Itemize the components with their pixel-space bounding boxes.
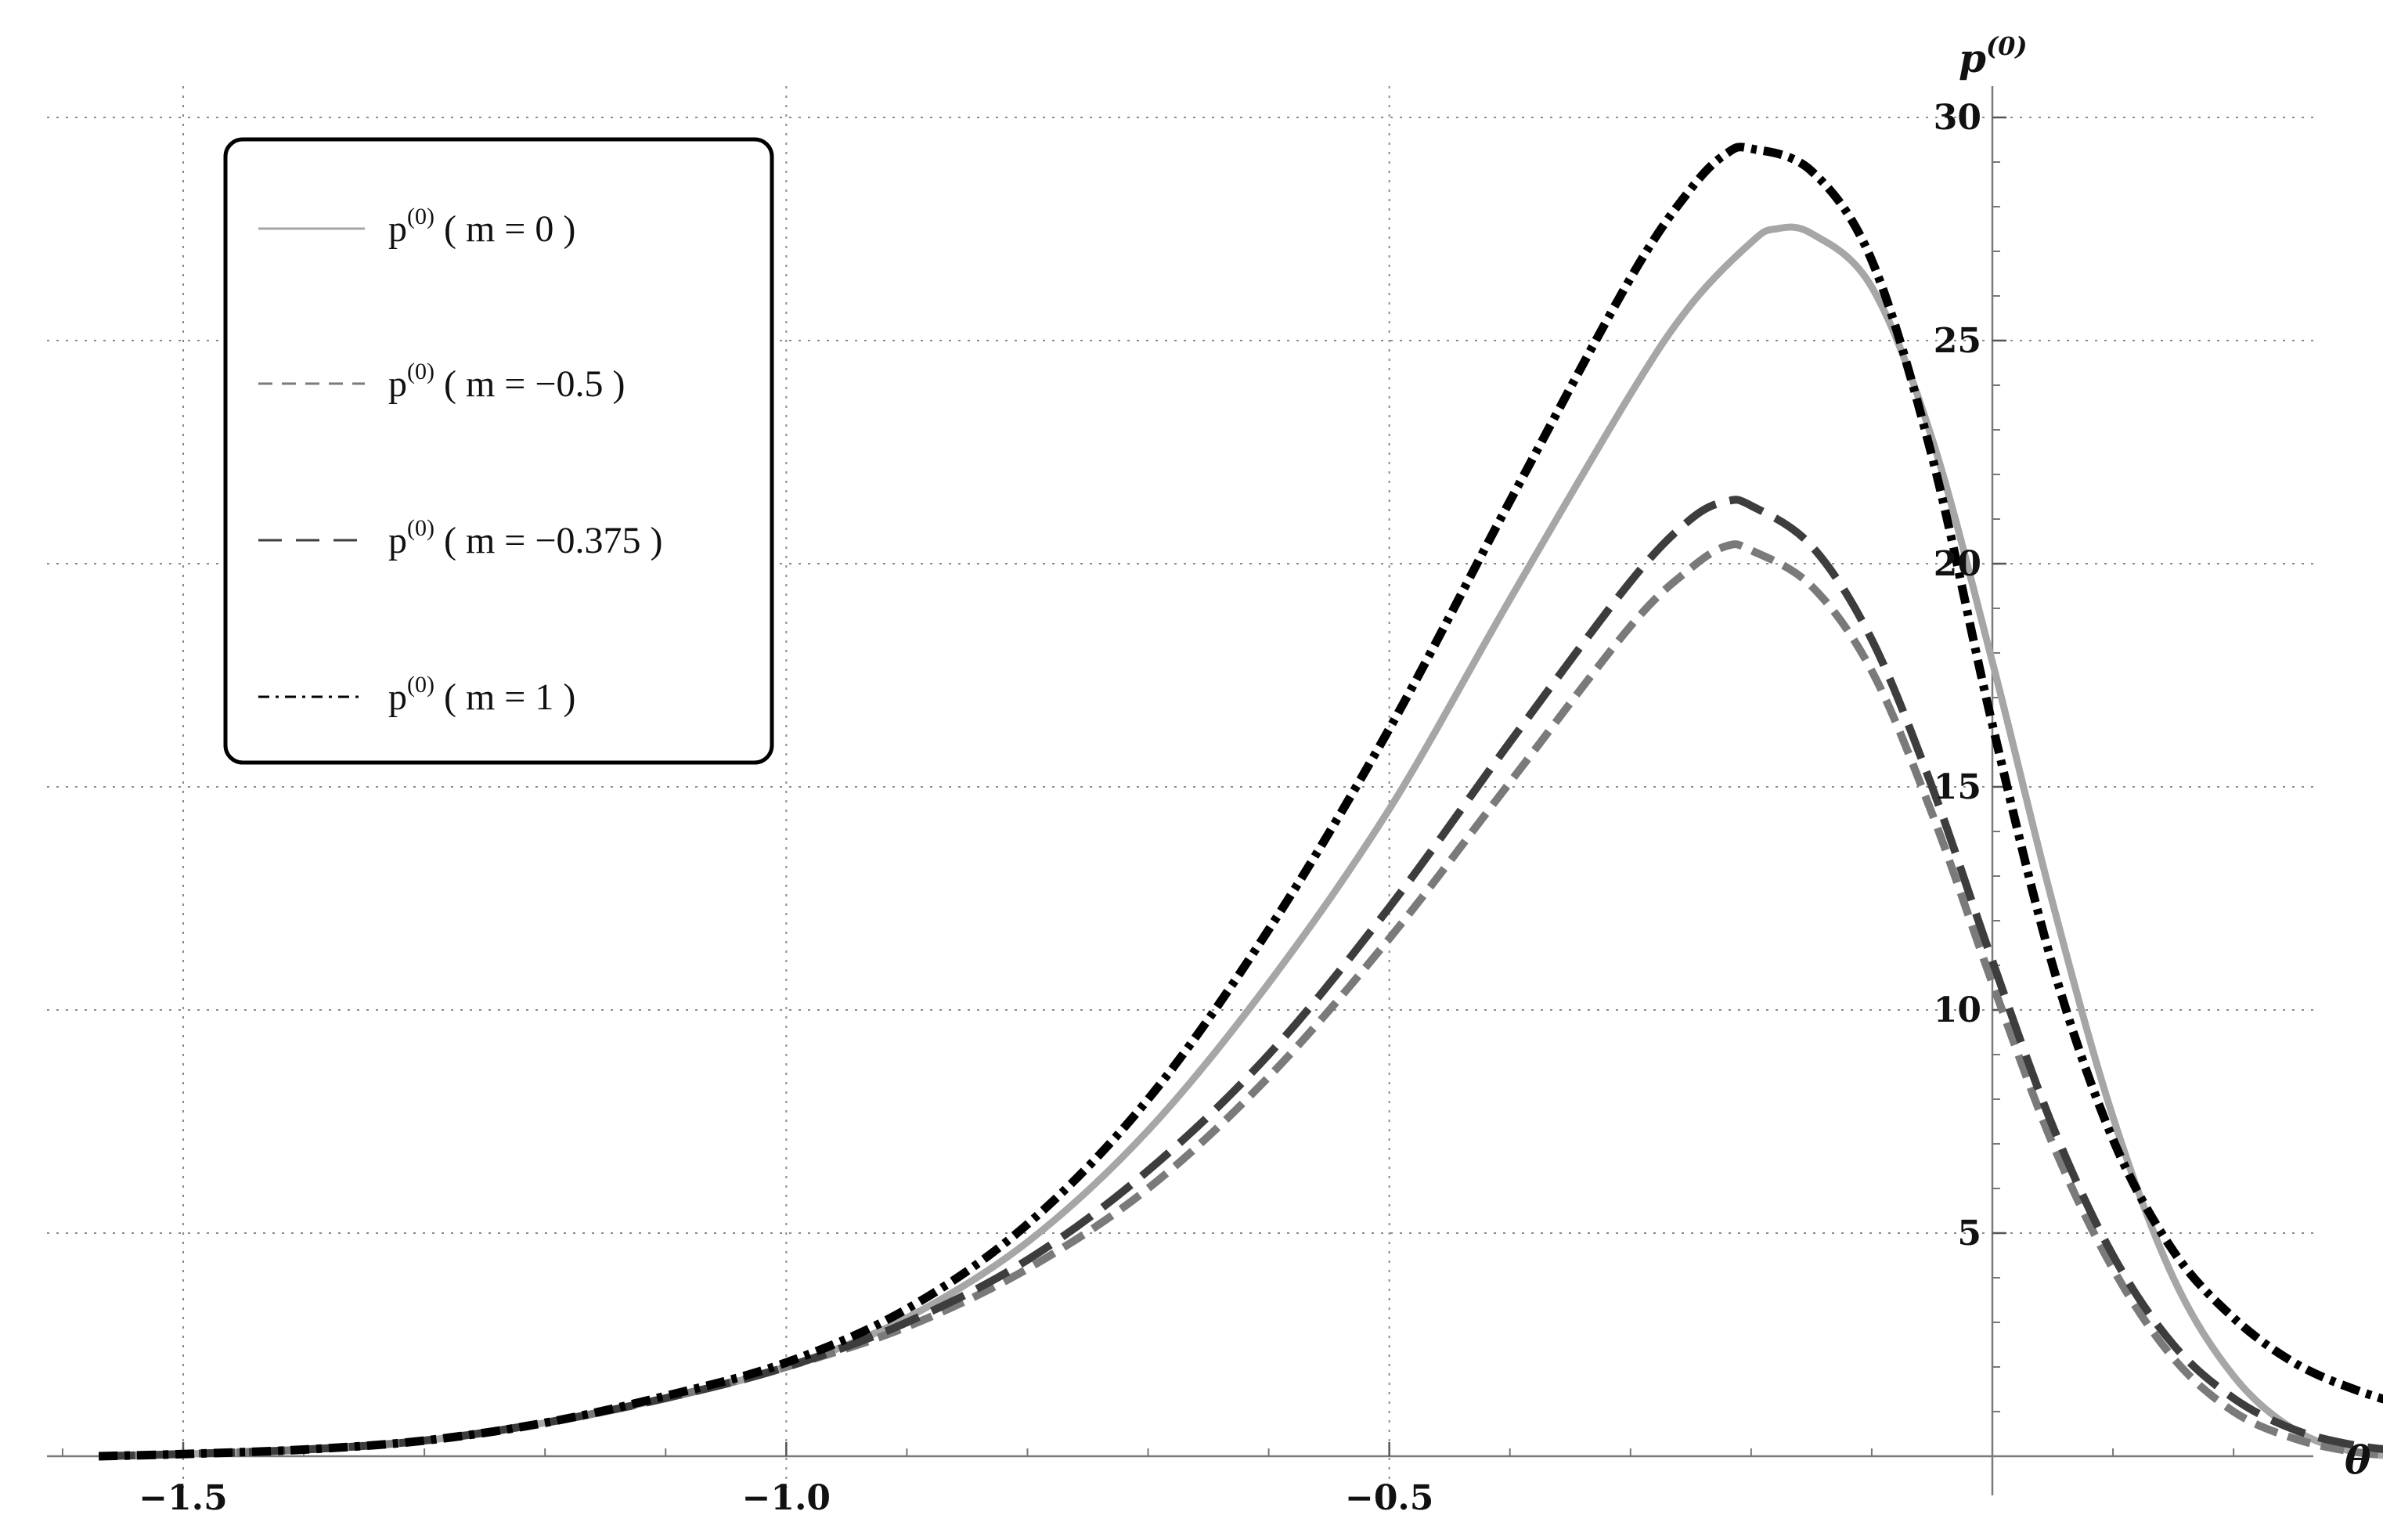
legend-label: p(0) ( m = 1 ) bbox=[388, 672, 575, 718]
legend-label: p(0) ( m = −0.375 ) bbox=[388, 515, 662, 561]
y-tick-label: 30 bbox=[1934, 98, 1981, 138]
y-tick-label: 25 bbox=[1934, 321, 1981, 361]
legend-label-superscript: (0) bbox=[407, 672, 434, 698]
y-tick-label: 15 bbox=[1934, 767, 1981, 807]
legend-label: p(0) ( m = −0.5 ) bbox=[388, 359, 625, 405]
y-axis-title: p(0) bbox=[1959, 31, 2028, 81]
legend-label: p(0) ( m = 0 ) bbox=[388, 204, 575, 250]
legend-label-base: p bbox=[388, 208, 407, 250]
legend-label-superscript: (0) bbox=[407, 359, 434, 384]
tick-labels: −1.5 −1.0 −0.5 5 10 15 20 25 30 bbox=[139, 98, 1981, 1518]
legend-label-base: p bbox=[388, 520, 407, 561]
y-tick-label: 5 bbox=[1957, 1214, 1981, 1253]
x-tick-label: −0.5 bbox=[1345, 1478, 1433, 1518]
y-tick-label: 10 bbox=[1934, 990, 1981, 1030]
legend: p(0) ( m = 0 )p(0) ( m = −0.5 )p(0) ( m … bbox=[223, 137, 774, 765]
legend-label-superscript: (0) bbox=[407, 515, 434, 541]
legend-label-text: ( m = −0.375 ) bbox=[434, 520, 662, 561]
x-tick-label: −1.5 bbox=[139, 1478, 227, 1518]
x-axis-title: θ bbox=[2345, 1437, 2371, 1483]
legend-label-base: p bbox=[388, 363, 407, 405]
legend-label-base: p bbox=[388, 676, 407, 718]
legend-label-text: ( m = 0 ) bbox=[434, 208, 575, 250]
x-tick-label: −1.0 bbox=[742, 1478, 831, 1518]
legend-label-superscript: (0) bbox=[407, 204, 434, 229]
plot-curves bbox=[99, 142, 2383, 1461]
y-tick-label: 20 bbox=[1934, 544, 1981, 584]
legend-frame bbox=[223, 137, 774, 765]
legend-label-text: ( m = 1 ) bbox=[434, 676, 575, 718]
y-axis-title-superscript: (0) bbox=[1986, 31, 2028, 61]
y-axis-title-base: p bbox=[1959, 35, 1986, 81]
series-line-m-1 bbox=[99, 142, 2383, 1461]
series-line-m-0-375 bbox=[99, 496, 2383, 1460]
legend-label-text: ( m = −0.5 ) bbox=[434, 363, 625, 405]
legend-items: p(0) ( m = 0 )p(0) ( m = −0.5 )p(0) ( m … bbox=[258, 204, 662, 718]
